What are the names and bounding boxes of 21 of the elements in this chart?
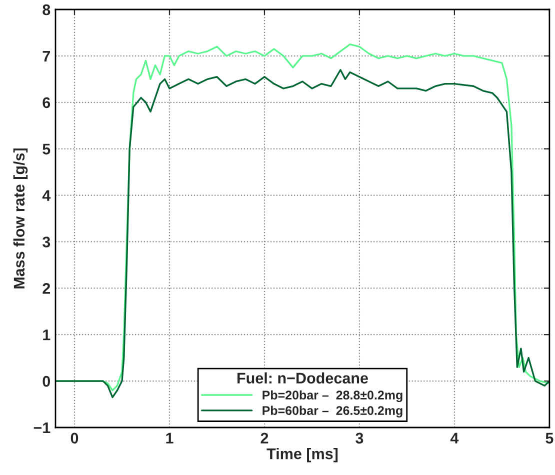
y-tick-label: 8 (42, 4, 50, 16)
legend-title: Fuel: n−Dodecane (237, 372, 368, 384)
x-tick-label: 0 (70, 432, 78, 444)
x-axis-title: Time [ms] (266, 448, 338, 462)
y-axis-title: Mass flow rate [g/s] (13, 148, 28, 288)
y-tick-label: 0 (42, 376, 50, 387)
y-tick-label: 5 (42, 144, 50, 155)
x-tick-label: 4 (450, 432, 459, 444)
y-tick-label: 4 (42, 190, 51, 201)
y-tick-label: −1 (34, 422, 50, 434)
y-tick-label: 2 (42, 283, 50, 294)
y-tick-label: 1 (43, 330, 50, 340)
y-tick-label: 3 (42, 236, 50, 248)
x-tick-label: 5 (546, 432, 554, 444)
x-tick-label: 1 (166, 432, 174, 444)
legend-label: Pb=60bar – 26.5±0.2mg (262, 406, 402, 418)
y-tick-label: 6 (42, 97, 50, 108)
y-tick-label: 7 (42, 50, 50, 62)
x-tick-label: 2 (260, 432, 268, 444)
x-tick-label: 3 (356, 432, 364, 444)
legend-label: Pb=20bar – 28.8±0.2mg (262, 390, 402, 402)
